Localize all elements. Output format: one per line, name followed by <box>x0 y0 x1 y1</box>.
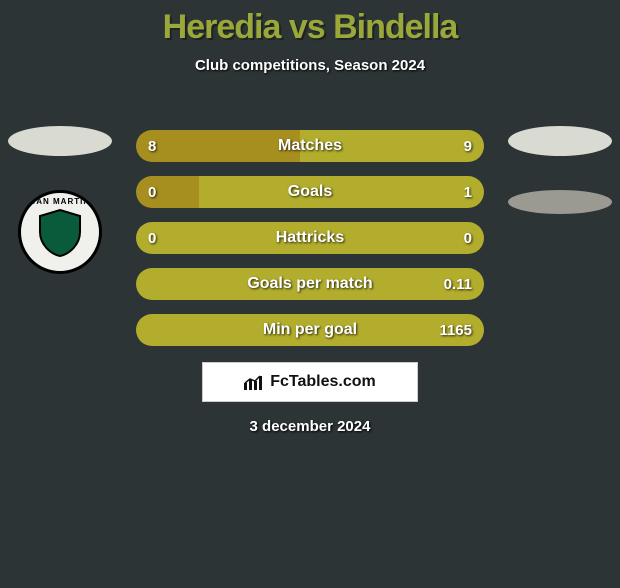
date-text: 3 december 2024 <box>0 418 620 435</box>
stat-bar-label: Goals per match <box>136 268 484 300</box>
stat-bar: Hattricks0 0 <box>136 222 484 254</box>
bar-chart-icon <box>244 374 264 390</box>
stat-bar-right-value: 9 <box>464 130 472 162</box>
stat-bar-right-value: 0.11 <box>444 268 472 300</box>
brand-box: FcTables.com <box>202 362 418 402</box>
stat-bar-label: Hattricks <box>136 222 484 254</box>
subtitle: Club competitions, Season 2024 <box>0 57 620 74</box>
stat-bar-right-value: 1165 <box>439 314 472 346</box>
stat-bar: Matches8 9 <box>136 130 484 162</box>
stat-bar-left-value: 0 <box>148 222 156 254</box>
stat-bar-left-value: 0 <box>148 176 156 208</box>
stat-bar-label: Min per goal <box>136 314 484 346</box>
left-player-crest: SAN MARTIN <box>18 190 102 274</box>
right-player-ellipse-1 <box>508 126 612 156</box>
right-player-ellipse-2 <box>508 190 612 214</box>
stat-bar-left-value: 8 <box>148 130 156 162</box>
stat-bar-right-value: 1 <box>464 176 472 208</box>
stat-bar-label: Goals <box>136 176 484 208</box>
shield-icon <box>32 204 88 260</box>
left-player-column: SAN MARTIN <box>0 126 120 274</box>
title-text: Heredia vs Bindella <box>163 8 458 47</box>
page-title: Heredia vs Bindella Heredia vs Bindella <box>0 8 620 47</box>
stat-bar: Min per goal1165 <box>136 314 484 346</box>
comparison-bars: Matches89Goals01Hattricks00Goals per mat… <box>136 130 484 346</box>
stat-bar-label: Matches <box>136 130 484 162</box>
brand-text: FcTables.com <box>270 373 376 391</box>
stat-bar-right-value: 0 <box>464 222 472 254</box>
stat-bar: Goals0 1 <box>136 176 484 208</box>
left-player-ellipse <box>8 126 112 156</box>
right-player-column <box>500 126 620 214</box>
crest-text: SAN MARTIN <box>30 197 90 206</box>
stat-bar: Goals per match0.11 <box>136 268 484 300</box>
